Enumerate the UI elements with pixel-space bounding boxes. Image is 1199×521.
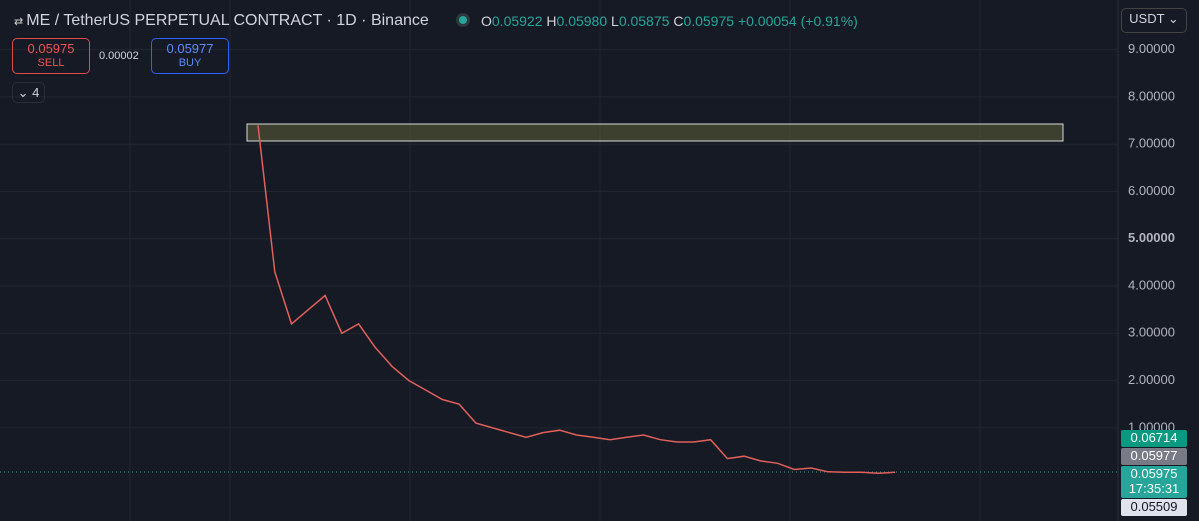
h-label: H xyxy=(546,13,557,29)
low: 0.05875 xyxy=(618,13,670,29)
sell-label: SELL xyxy=(37,57,65,69)
y-tick-label: 4.00000 xyxy=(1128,277,1175,292)
indicator-count: 4 xyxy=(32,85,40,100)
low-badge: 0.05509 xyxy=(1121,499,1187,516)
ohlc: O0.05922 H0.05980 L0.05875 C0.05975 +0.0… xyxy=(481,13,858,29)
o-label: O xyxy=(481,13,492,29)
sell-price: 0.05975 xyxy=(27,41,75,56)
last-price: 0.05975 xyxy=(1130,466,1178,481)
y-tick-label: 3.00000 xyxy=(1128,325,1175,340)
symbol: ME / TetherUS PERPETUAL CONTRACT · 1D · … xyxy=(26,12,429,29)
buy-label: BUY xyxy=(178,57,202,69)
high-badge: 0.06714 xyxy=(1121,430,1187,447)
y-tick-label: 2.00000 xyxy=(1128,372,1175,387)
high: 0.05980 xyxy=(556,13,608,29)
y-tick-label: 5.00000 xyxy=(1128,230,1175,245)
close: 0.05975 xyxy=(683,13,735,29)
currency-select[interactable]: USDT ⌄ xyxy=(1121,8,1187,33)
last-badge: 0.05975 17:35:31 xyxy=(1121,466,1187,498)
spread: 0.00002 xyxy=(99,50,139,62)
v-grid xyxy=(129,0,981,521)
ask-badge: 0.05977 xyxy=(1121,448,1187,465)
l-label: L xyxy=(611,13,619,29)
y-tick-label: 8.00000 xyxy=(1128,88,1175,103)
open: 0.05922 xyxy=(491,13,543,29)
y-tick-label: 6.00000 xyxy=(1128,183,1175,198)
countdown: 17:35:31 xyxy=(1128,481,1180,496)
status xyxy=(456,13,470,27)
currency: USDT xyxy=(1129,11,1165,26)
buy-button[interactable]: 0.05977 BUY xyxy=(151,38,229,74)
highlight-box xyxy=(246,123,1064,142)
buy-price: 0.05977 xyxy=(166,41,214,56)
indicators-toggle[interactable]: ⌄ 4 xyxy=(12,82,45,103)
c-label: C xyxy=(673,13,684,29)
change: +0.00054 (+0.91%) xyxy=(737,13,858,29)
price-line-series xyxy=(257,125,896,474)
y-tick-label: 7.00000 xyxy=(1128,136,1175,151)
y-tick-label: 9.00000 xyxy=(1128,41,1175,56)
sell-button[interactable]: 0.05975 SELL xyxy=(12,38,90,74)
symbol-title: ⇄ ME / TetherUS PERPETUAL CONTRACT · 1D … xyxy=(14,12,429,29)
